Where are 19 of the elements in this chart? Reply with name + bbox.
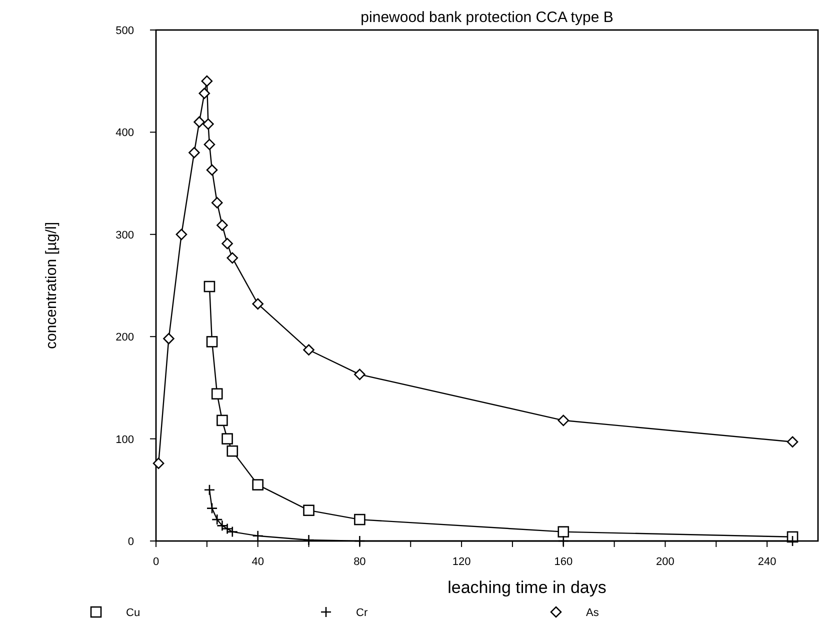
chart-title: pinewood bank protection CCA type B: [360, 9, 614, 26]
y-tick-label: 100: [116, 434, 134, 446]
y-tick-label: 400: [116, 127, 134, 140]
y-tick-label: 200: [116, 332, 134, 344]
x-tick-label: 120: [452, 556, 471, 568]
x-tick-label: 240: [758, 556, 776, 568]
y-tick-label: 500: [116, 25, 134, 37]
x-tick-label: 160: [554, 556, 573, 568]
y-tick-label: 300: [116, 229, 134, 242]
y-tick-label: 0: [128, 536, 134, 548]
legend-label: Cu: [126, 607, 140, 619]
x-tick-label: 80: [354, 556, 366, 568]
y-axis-title: concentration [µg/l]: [43, 222, 60, 350]
x-tick-label: 200: [656, 556, 674, 568]
legend-label: As: [586, 607, 600, 619]
x-axis-title: leaching time in days: [448, 578, 606, 597]
legend-label: Cr: [356, 607, 368, 619]
x-tick-label: 0: [152, 556, 160, 568]
x-tick-label: 40: [252, 556, 264, 568]
